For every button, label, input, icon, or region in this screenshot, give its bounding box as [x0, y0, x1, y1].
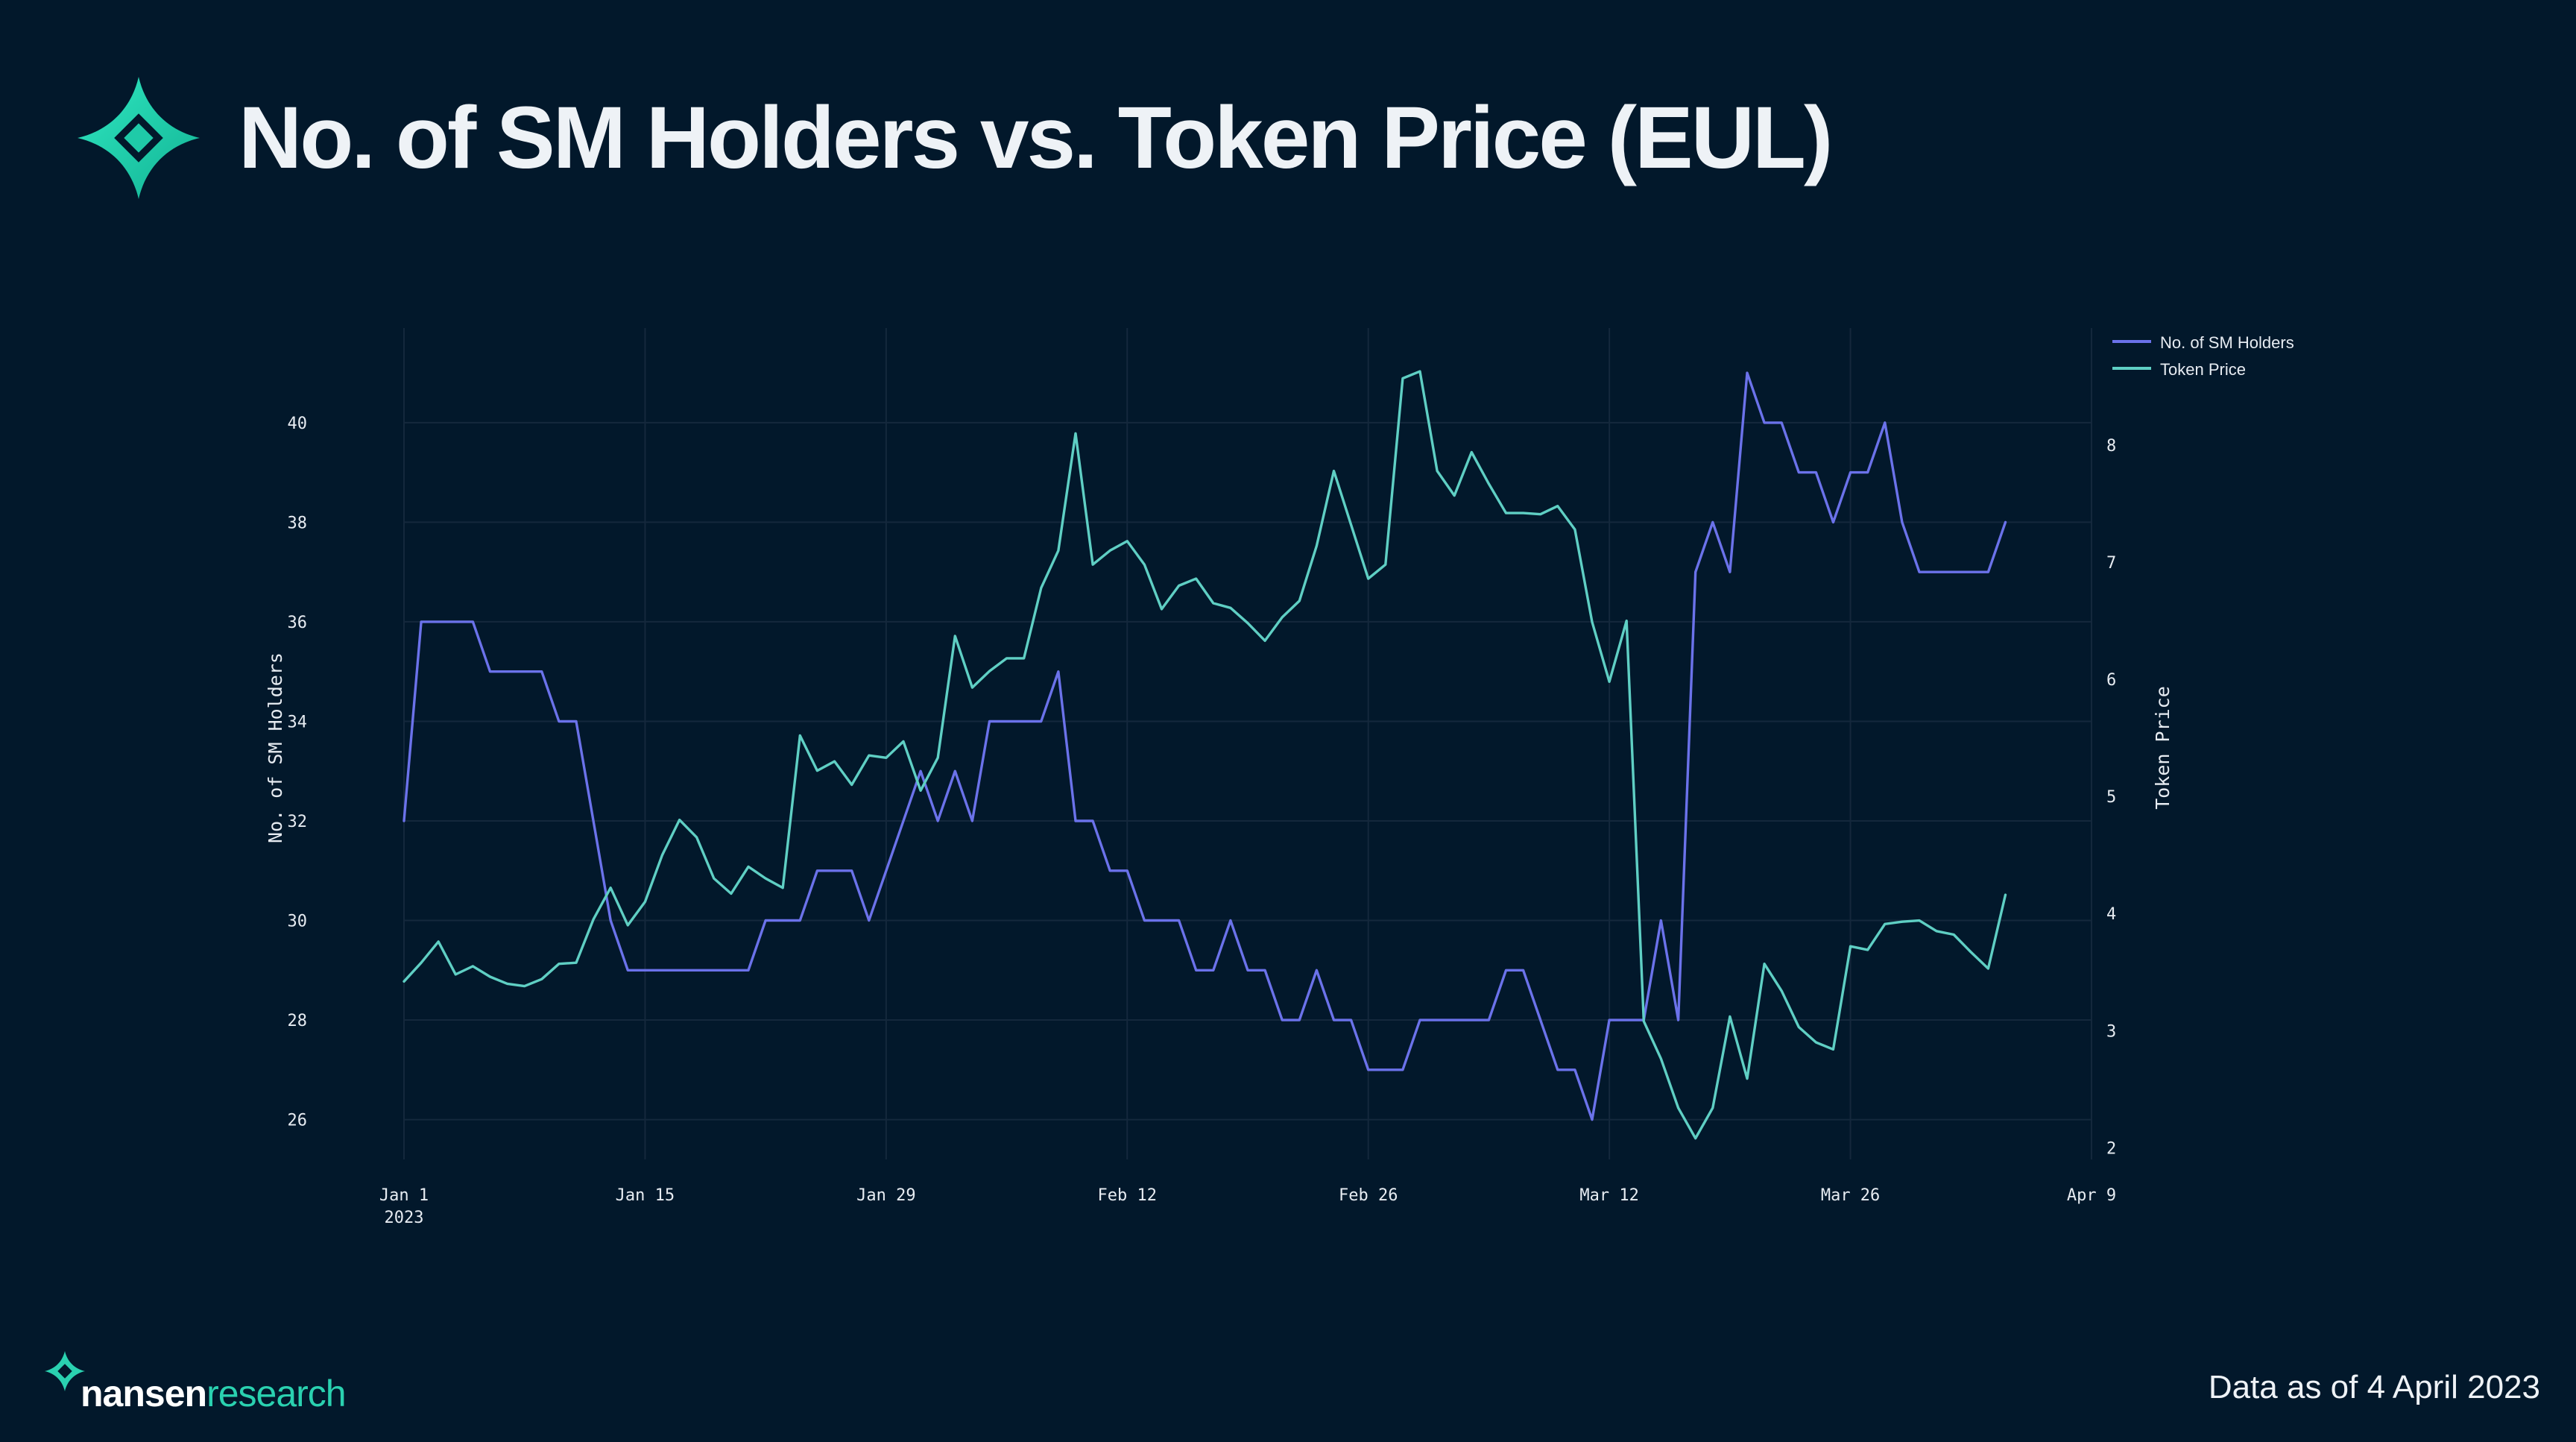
x-tick-label: Jan 1 — [379, 1186, 429, 1205]
y-right-tick-label: 4 — [2106, 905, 2116, 924]
y-left-tick-label: 28 — [288, 1012, 308, 1030]
brand-suffix: research — [206, 1373, 347, 1414]
y-left-tick-label: 38 — [288, 514, 308, 532]
data-date-note: Data as of 4 April 2023 — [2208, 1369, 2540, 1405]
x-tick-label: Feb 26 — [1339, 1186, 1398, 1205]
x-tick-label: Apr 9 — [2067, 1186, 2116, 1205]
legend-label-holders: No. of SM Holders — [2160, 333, 2294, 352]
brand-name: nansen — [80, 1373, 207, 1414]
x-tick-sublabel: 2023 — [385, 1209, 424, 1227]
series-holders — [402, 371, 2007, 1121]
x-tick-label: Mar 26 — [1821, 1186, 1880, 1205]
series-token-price — [402, 370, 2007, 1140]
y-left-tick-label: 26 — [288, 1112, 308, 1130]
y-left-tick-label: 32 — [288, 813, 308, 831]
y-right-tick-label: 3 — [2106, 1022, 2116, 1041]
y-right-tick-label: 2 — [2106, 1139, 2116, 1158]
y-left-tick-label: 34 — [288, 713, 308, 731]
y-right-tick-label: 7 — [2106, 554, 2116, 573]
y-left-tick-label: 36 — [288, 614, 308, 632]
y-left-axis-title: No. of SM Holders — [265, 652, 286, 843]
x-tick-label: Mar 12 — [1579, 1186, 1638, 1205]
legend-label-price: Token Price — [2160, 360, 2246, 379]
y-right-tick-label: 6 — [2106, 671, 2116, 690]
y-right-tick-label: 5 — [2106, 788, 2116, 807]
y-left-tick-label: 30 — [288, 913, 308, 931]
x-tick-label: Jan 15 — [616, 1186, 675, 1205]
legend: No. of SM Holders Token Price — [2112, 333, 2294, 379]
x-tick-label: Feb 12 — [1098, 1186, 1157, 1205]
page-title: No. of SM Holders vs. Token Price (EUL) — [239, 89, 1833, 187]
y-right-axis-title: Token Price — [2152, 686, 2174, 810]
series-line-holders — [402, 371, 2007, 1121]
nansen-star-icon — [78, 77, 200, 199]
series-line-price — [402, 370, 2007, 1140]
chart-grid — [403, 328, 2092, 1159]
y-right-tick-label: 8 — [2106, 437, 2116, 456]
x-tick-label: Jan 29 — [856, 1186, 915, 1205]
brand-logo: nansenresearch — [45, 1351, 347, 1414]
brand-wordmark: nansenresearch — [80, 1373, 347, 1414]
header: No. of SM Holders vs. Token Price (EUL) — [78, 75, 1833, 201]
y-left-tick-label: 40 — [288, 415, 308, 433]
nansen-star-small-icon — [45, 1351, 85, 1391]
